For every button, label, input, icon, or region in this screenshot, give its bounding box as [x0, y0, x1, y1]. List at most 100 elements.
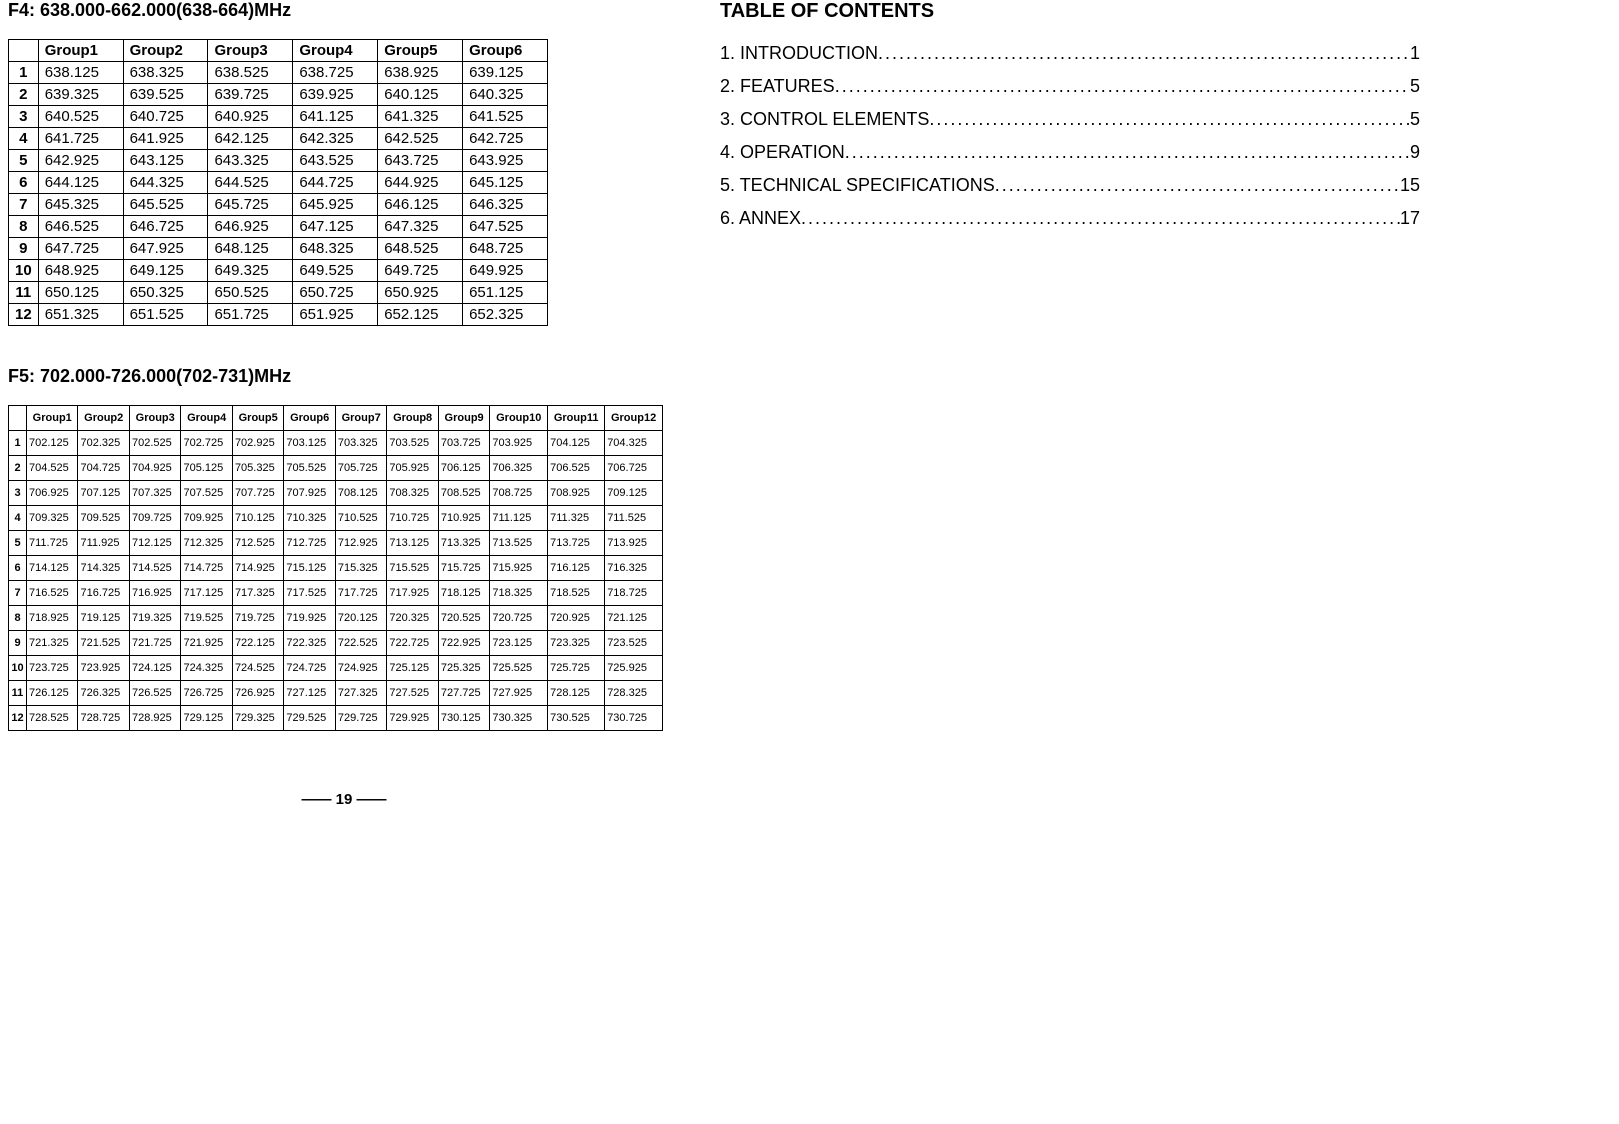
table-cell: 652.325: [463, 304, 548, 326]
table-cell: 640.325: [463, 84, 548, 106]
table-cell: 724.325: [181, 656, 232, 681]
table-cell: 648.125: [208, 238, 293, 260]
table-cell: 714.925: [232, 556, 283, 581]
table-row: 10648.925649.125649.325649.525649.725649…: [9, 260, 548, 282]
toc-leader-dots: ........................................…: [995, 175, 1400, 196]
table-cell: 704.125: [548, 431, 605, 456]
f4-table: Group1Group2Group3Group4Group5Group6 163…: [8, 39, 548, 326]
table-cell: 714.725: [181, 556, 232, 581]
table-cell: 712.925: [335, 531, 386, 556]
table-cell: 8: [9, 606, 27, 631]
table-cell: 718.125: [438, 581, 489, 606]
table-header-cell: Group3: [208, 40, 293, 62]
table-cell: 715.525: [387, 556, 438, 581]
table-cell: 646.925: [208, 216, 293, 238]
table-cell: 713.525: [490, 531, 548, 556]
table-cell: 726.925: [232, 681, 283, 706]
table-cell: 720.925: [548, 606, 605, 631]
table-cell: 705.325: [232, 456, 283, 481]
table-cell: 719.325: [129, 606, 180, 631]
table-cell: 638.725: [293, 62, 378, 84]
table-cell: 706.325: [490, 456, 548, 481]
table-cell: 642.925: [38, 150, 123, 172]
table-cell: 710.725: [387, 506, 438, 531]
table-row: 12728.525728.725728.925729.125729.325729…: [9, 706, 663, 731]
table-cell: 725.925: [605, 656, 663, 681]
table-cell: 708.125: [335, 481, 386, 506]
table-cell: 2: [9, 84, 39, 106]
table-cell: 702.125: [27, 431, 78, 456]
table-cell: 702.725: [181, 431, 232, 456]
table-cell: 722.925: [438, 631, 489, 656]
table-cell: 730.725: [605, 706, 663, 731]
table-cell: 708.925: [548, 481, 605, 506]
toc-item-page: 17: [1400, 208, 1420, 229]
table-cell: 727.925: [490, 681, 548, 706]
table-cell: 651.525: [123, 304, 208, 326]
table-cell: 721.325: [27, 631, 78, 656]
table-cell: 646.325: [463, 194, 548, 216]
table-cell: 651.325: [38, 304, 123, 326]
table-cell: 723.325: [548, 631, 605, 656]
table-cell: 704.525: [27, 456, 78, 481]
table-cell: 645.925: [293, 194, 378, 216]
table-header-cell: Group3: [129, 406, 180, 431]
table-cell: 645.125: [463, 172, 548, 194]
table-cell: 652.125: [378, 304, 463, 326]
table-cell: 4: [9, 506, 27, 531]
table-cell: 641.325: [378, 106, 463, 128]
table-cell: 644.525: [208, 172, 293, 194]
table-cell: 730.325: [490, 706, 548, 731]
table-cell: 646.125: [378, 194, 463, 216]
table-cell: 12: [9, 706, 27, 731]
toc-list: 1. INTRODUCTION.........................…: [720, 43, 1420, 229]
table-cell: 703.725: [438, 431, 489, 456]
table-cell: 716.725: [78, 581, 129, 606]
table-cell: 708.325: [387, 481, 438, 506]
table-header-cell: Group6: [284, 406, 335, 431]
table-cell: 702.925: [232, 431, 283, 456]
table-cell: 715.325: [335, 556, 386, 581]
table-cell: 710.125: [232, 506, 283, 531]
table-cell: 712.125: [129, 531, 180, 556]
table-cell: 650.525: [208, 282, 293, 304]
left-column: F4: 638.000-662.000(638-664)MHz Group1 Gr…: [0, 0, 720, 808]
table-cell: 727.725: [438, 681, 489, 706]
table-cell: 5: [9, 150, 39, 172]
table-cell: 1: [9, 431, 27, 456]
table-cell: 720.125: [335, 606, 386, 631]
table-cell: 5: [9, 531, 27, 556]
table-cell: 717.125: [181, 581, 232, 606]
table-cell: 727.325: [335, 681, 386, 706]
table-cell: 648.525: [378, 238, 463, 260]
toc-item: 2. FEATURES.............................…: [720, 76, 1420, 97]
table-cell: 11: [9, 282, 39, 304]
table-cell: 639.325: [38, 84, 123, 106]
table-cell: 648.925: [38, 260, 123, 282]
table-cell: 718.725: [605, 581, 663, 606]
table-header-cell: Group4: [293, 40, 378, 62]
table-cell: 647.325: [378, 216, 463, 238]
table-cell: 639.525: [123, 84, 208, 106]
table-cell: 645.725: [208, 194, 293, 216]
table-header-cell: Group11: [548, 406, 605, 431]
table-cell: 712.325: [181, 531, 232, 556]
toc-item-page: 9: [1410, 142, 1420, 163]
table-cell: 721.125: [605, 606, 663, 631]
f5-table: Group1Group2Group3Group4Group5Group6Grou…: [8, 405, 663, 731]
table-cell: 709.125: [605, 481, 663, 506]
toc-item: 5. TECHNICAL SPECIFICATIONS.............…: [720, 175, 1420, 196]
table-cell: 728.325: [605, 681, 663, 706]
toc-leader-dots: ........................................…: [801, 208, 1400, 229]
table-header-cell: Group9: [438, 406, 489, 431]
toc-item: 1. INTRODUCTION.........................…: [720, 43, 1420, 64]
table-cell: 11: [9, 681, 27, 706]
table-header-cell: Group1: [38, 40, 123, 62]
table-cell: 719.925: [284, 606, 335, 631]
table-cell: 642.525: [378, 128, 463, 150]
table-cell: 717.925: [387, 581, 438, 606]
table-cell: 7: [9, 194, 39, 216]
table-row: 3640.525640.725640.925641.125641.325641.…: [9, 106, 548, 128]
table-row: 2639.325639.525639.725639.925640.125640.…: [9, 84, 548, 106]
f4-title: F4: 638.000-662.000(638-664)MHz: [8, 0, 680, 21]
